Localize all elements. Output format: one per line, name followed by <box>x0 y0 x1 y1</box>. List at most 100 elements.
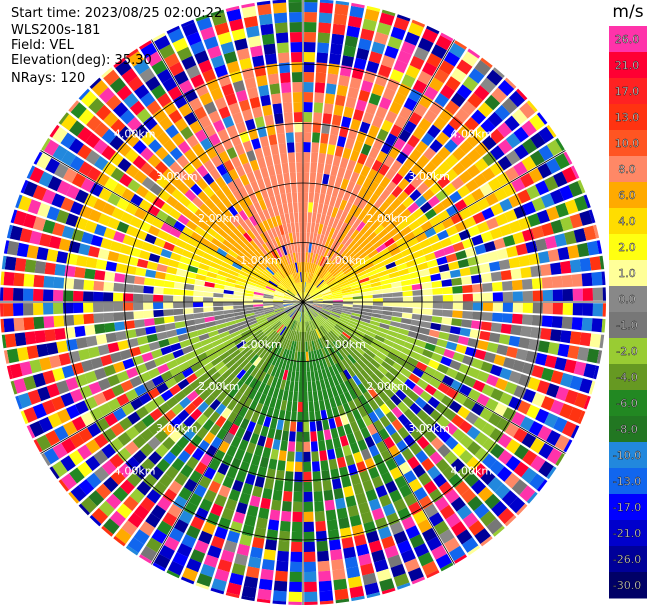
velocity-gate <box>93 392 107 406</box>
velocity-gate <box>293 273 298 283</box>
velocity-gate <box>166 329 178 338</box>
velocity-gate <box>103 312 114 323</box>
velocity-gate <box>428 329 440 338</box>
velocity-gate <box>187 237 199 248</box>
velocity-gate <box>491 87 508 104</box>
velocity-gate <box>364 156 376 169</box>
velocity-gate <box>321 308 332 313</box>
velocity-gate <box>285 233 291 244</box>
velocity-gate <box>159 545 175 560</box>
velocity-gate <box>412 126 426 140</box>
velocity-gate <box>347 322 358 329</box>
velocity-gate <box>215 318 226 325</box>
velocity-gate <box>400 208 412 220</box>
velocity-gate <box>275 335 283 346</box>
velocity-gate <box>213 449 226 463</box>
velocity-gate <box>504 472 520 489</box>
velocity-gate <box>251 269 261 277</box>
velocity-gate <box>350 283 361 289</box>
velocity-gate <box>339 65 352 77</box>
velocity-gate <box>308 391 314 402</box>
velocity-gate <box>226 124 238 138</box>
velocity-gate <box>253 423 263 435</box>
velocity-gate <box>357 186 368 198</box>
velocity-gate <box>303 91 314 103</box>
velocity-gate <box>412 308 423 315</box>
velocity-gate <box>303 294 310 302</box>
velocity-gate <box>121 188 135 202</box>
velocity-gate <box>547 342 560 355</box>
velocity-gate <box>518 255 530 267</box>
velocity-gate <box>408 111 423 126</box>
velocity-gate <box>288 232 294 244</box>
velocity-gate <box>151 529 168 544</box>
velocity-gate <box>268 280 278 287</box>
velocity-gate <box>283 303 294 307</box>
velocity-gate <box>203 297 214 302</box>
velocity-gate <box>133 59 150 75</box>
velocity-gate <box>400 279 412 286</box>
velocity-gate <box>337 320 348 327</box>
velocity-gate <box>248 322 259 329</box>
velocity-gate <box>328 280 338 287</box>
velocity-gate <box>341 286 352 292</box>
velocity-gate <box>540 396 555 411</box>
velocity-gate <box>203 302 214 307</box>
velocity-gate <box>313 340 319 351</box>
velocity-gate <box>261 559 275 571</box>
colorbar-bin <box>609 130 647 157</box>
velocity-gate <box>368 540 383 553</box>
velocity-gate <box>313 253 319 264</box>
velocity-gate <box>390 26 406 41</box>
velocity-gate <box>345 96 357 109</box>
velocity-gate <box>103 227 116 240</box>
velocity-gate <box>283 297 294 301</box>
velocity-gate <box>246 351 256 362</box>
velocity-gate <box>89 182 104 197</box>
velocity-gate <box>400 367 412 378</box>
velocity-gate <box>163 139 177 153</box>
velocity-gate <box>169 161 182 175</box>
velocity-gate <box>372 257 383 266</box>
velocity-gate <box>3 287 14 301</box>
velocity-gate <box>436 256 448 266</box>
velocity-gate <box>459 155 474 170</box>
velocity-gate <box>153 279 165 287</box>
velocity-gate <box>239 418 250 430</box>
velocity-gate <box>480 535 493 547</box>
velocity-gate <box>344 213 353 224</box>
velocity-gate <box>97 378 111 391</box>
velocity-gate <box>273 248 281 259</box>
velocity-gate <box>225 253 236 262</box>
velocity-gate <box>449 42 466 59</box>
velocity-gate <box>293 299 303 302</box>
velocity-gate <box>546 466 557 480</box>
velocity-gate <box>208 110 221 124</box>
velocity-gate <box>350 351 360 362</box>
velocity-gate <box>362 414 373 427</box>
velocity-gate <box>412 464 426 478</box>
velocity-gate <box>272 321 281 329</box>
velocity-gate <box>65 377 79 391</box>
velocity-gate <box>164 215 177 227</box>
velocity-gate <box>284 294 294 299</box>
range-ring-label: 1.00km <box>240 338 282 351</box>
velocity-gate <box>569 259 582 273</box>
velocity-gate <box>233 308 244 313</box>
velocity-gate <box>33 303 44 316</box>
velocity-gate <box>252 537 265 549</box>
velocity-gate <box>349 442 360 454</box>
velocity-gate <box>521 120 537 137</box>
velocity-gate <box>391 311 403 318</box>
velocity-gate <box>296 331 300 342</box>
velocity-gate <box>370 220 381 231</box>
velocity-gate <box>347 255 358 265</box>
azimuth-spoke <box>302 39 455 303</box>
velocity-gate <box>258 277 269 284</box>
velocity-gate <box>208 330 219 338</box>
velocity-gate <box>482 282 493 292</box>
velocity-gate <box>334 270 344 279</box>
velocity-gate <box>266 266 275 276</box>
velocity-gate <box>335 362 343 374</box>
velocity-gate <box>520 266 532 279</box>
